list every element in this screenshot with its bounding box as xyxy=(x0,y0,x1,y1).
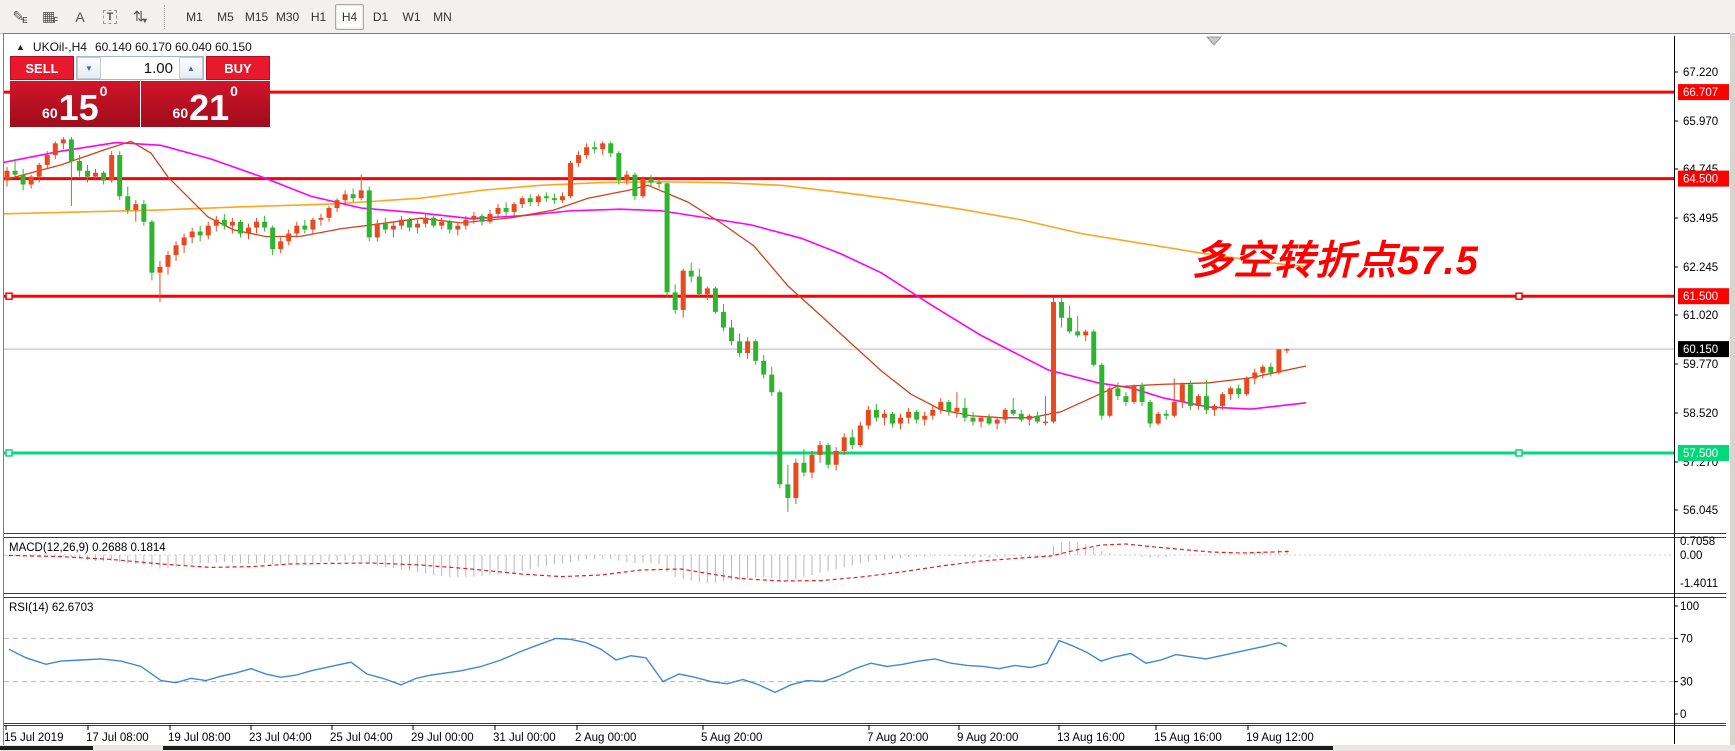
price-badge-label: 66.707 xyxy=(1683,87,1718,99)
ma-slow-line xyxy=(4,180,1307,268)
arrows-object-icon[interactable]: ⇅ ▾ xyxy=(133,8,147,25)
timeframe-h1[interactable]: H1 xyxy=(310,9,327,24)
timeframe-m15[interactable]: M15 xyxy=(244,9,269,24)
price-badge xyxy=(1678,288,1729,305)
candlestick-series xyxy=(4,137,1290,512)
text-box-icon[interactable]: T xyxy=(96,4,124,30)
macd-label: MACD(12,26,9) 0.2688 0.1814 xyxy=(9,542,166,554)
timeframe-m1[interactable]: M1 xyxy=(186,9,203,24)
timeframe-mn[interactable]: MN xyxy=(433,9,452,24)
scrollbar-segment xyxy=(163,746,1333,750)
timeframe-m30[interactable]: M30 xyxy=(275,9,300,24)
timeframe-d1[interactable]: D1 xyxy=(372,9,389,24)
price-tick-label: 67.220 xyxy=(1683,67,1718,79)
timeframe-group: M1 M5 M15 M30 H1 H4 D1 W1 MN xyxy=(174,3,463,30)
time-label: 31 Jul 00:00 xyxy=(493,732,556,744)
price-badge-label: 60.150 xyxy=(1683,344,1718,356)
symbol-period-label: UKOil-,H4 xyxy=(32,40,87,54)
price-tick-label: 61.020 xyxy=(1683,310,1718,322)
macd-axis-label: -1.4011 xyxy=(1680,578,1718,590)
macd-axis-label: 0.7058 xyxy=(1680,536,1715,548)
collapse-panel-icon[interactable]: ▲ xyxy=(16,42,25,52)
rsi-axis-label: 70 xyxy=(1680,633,1693,645)
line-handle[interactable] xyxy=(5,449,13,457)
rsi-axis-label: 30 xyxy=(1680,677,1693,689)
ask-big-figure: 60 xyxy=(172,105,189,121)
rsi-label: RSI(14) 62.6703 xyxy=(9,602,93,614)
price-badge-label: 64.500 xyxy=(1683,174,1718,186)
line-handle[interactable] xyxy=(1515,292,1523,300)
price-tick-label: 63.495 xyxy=(1683,213,1718,225)
price-badge-label: 57.500 xyxy=(1683,448,1718,460)
one-click-trading-panel: SELL ▼ ▲ BUY 60 15 0 60 21 0 xyxy=(10,56,270,127)
chart-title: ▲ UKOil-,H4 60.140 60.170 60.040 60.150 xyxy=(16,40,252,54)
timeframe-h4[interactable]: H4 xyxy=(335,3,364,30)
time-label: 2 Aug 00:00 xyxy=(575,732,636,744)
time-label: 9 Aug 20:00 xyxy=(957,732,1018,744)
price-tick-label: 58.520 xyxy=(1683,408,1718,420)
timeframe-w1[interactable]: W1 xyxy=(402,9,421,24)
time-label: 15 Aug 16:00 xyxy=(1154,732,1222,744)
price-badge xyxy=(1678,84,1729,101)
rsi-axis-label: 100 xyxy=(1680,601,1699,613)
text-label-icon[interactable]: A xyxy=(75,8,85,25)
bid-price[interactable]: 60 15 0 xyxy=(10,81,141,127)
buy-button[interactable]: BUY xyxy=(206,56,270,80)
time-label: 19 Aug 12:00 xyxy=(1246,732,1314,744)
macd-histogram xyxy=(6,541,1288,583)
price-tick-label: 65.970 xyxy=(1683,116,1718,128)
volume-input[interactable] xyxy=(101,57,179,79)
rsi-axis-label: 0 xyxy=(1680,709,1686,721)
window-right-edge xyxy=(1730,33,1735,751)
scrollbar-segment xyxy=(0,746,93,750)
macd-axis-label: 0.00 xyxy=(1680,550,1702,562)
price-badge-label: 61.500 xyxy=(1683,291,1718,303)
horizontal-scrollbar[interactable] xyxy=(0,745,1735,751)
timeframe-m5[interactable]: M5 xyxy=(217,9,234,24)
time-label: 23 Jul 04:00 xyxy=(249,732,312,744)
chart-canvas: 67.22065.97064.74563.49562.24561.02059.7… xyxy=(4,36,1729,744)
ohlc-values: 60.140 60.170 60.040 60.150 xyxy=(94,40,252,54)
volume-increase-button[interactable]: ▲ xyxy=(179,57,203,79)
toolbar: ✎ E ▦ F A T ⇅ ▾ M1 M5 M15 M30 H1 H4 D1 W1 MN xyxy=(0,0,1735,34)
time-label: 5 Aug 20:00 xyxy=(701,732,762,744)
time-label: 19 Jul 08:00 xyxy=(168,732,231,744)
price-tick-label: 59.770 xyxy=(1683,359,1718,371)
price-badge xyxy=(1678,444,1729,461)
chart-text-annotation: 多空转折点57.5 xyxy=(1192,239,1479,283)
price-badge xyxy=(1678,170,1729,187)
price-badge xyxy=(1678,341,1729,358)
grid-icon[interactable]: ▦ F xyxy=(41,8,59,25)
time-label: 25 Jul 04:00 xyxy=(330,732,393,744)
line-handle[interactable] xyxy=(5,292,13,300)
toolbar-separator xyxy=(164,4,170,29)
ask-point: 0 xyxy=(230,83,238,99)
macd-signal-line xyxy=(8,543,1292,582)
volume-decrease-button[interactable]: ▼ xyxy=(77,57,101,79)
time-label: 13 Aug 16:00 xyxy=(1057,732,1125,744)
chart-shift-marker-icon[interactable] xyxy=(1205,36,1223,46)
sell-button[interactable]: SELL xyxy=(10,56,74,80)
time-label: 17 Jul 08:00 xyxy=(86,732,149,744)
bid-pips: 15 xyxy=(58,86,99,128)
chart-window: 67.220 65.970 64.745 63.495 62.245 61.020 59.7… xyxy=(3,33,1732,747)
time-label: 29 Jul 00:00 xyxy=(411,732,474,744)
ma-mid-line xyxy=(4,141,1307,410)
drawing-tools-group: ✎ E ▦ F A T ⇅ ▾ xyxy=(0,4,160,30)
ask-pips: 21 xyxy=(189,86,230,128)
line-handle[interactable] xyxy=(1515,449,1523,457)
price-tick-label: 56.045 xyxy=(1683,505,1718,517)
bid-point: 0 xyxy=(99,83,108,99)
bid-big-figure: 60 xyxy=(42,105,58,121)
rsi-line xyxy=(8,637,1288,694)
indicators-icon[interactable]: ✎ E xyxy=(12,8,28,25)
time-label: 7 Aug 20:00 xyxy=(867,732,928,744)
price-tick-label: 62.245 xyxy=(1683,262,1718,274)
time-label: 15 Jul 2019 xyxy=(4,732,63,744)
ask-price[interactable]: 60 21 0 xyxy=(140,81,270,128)
